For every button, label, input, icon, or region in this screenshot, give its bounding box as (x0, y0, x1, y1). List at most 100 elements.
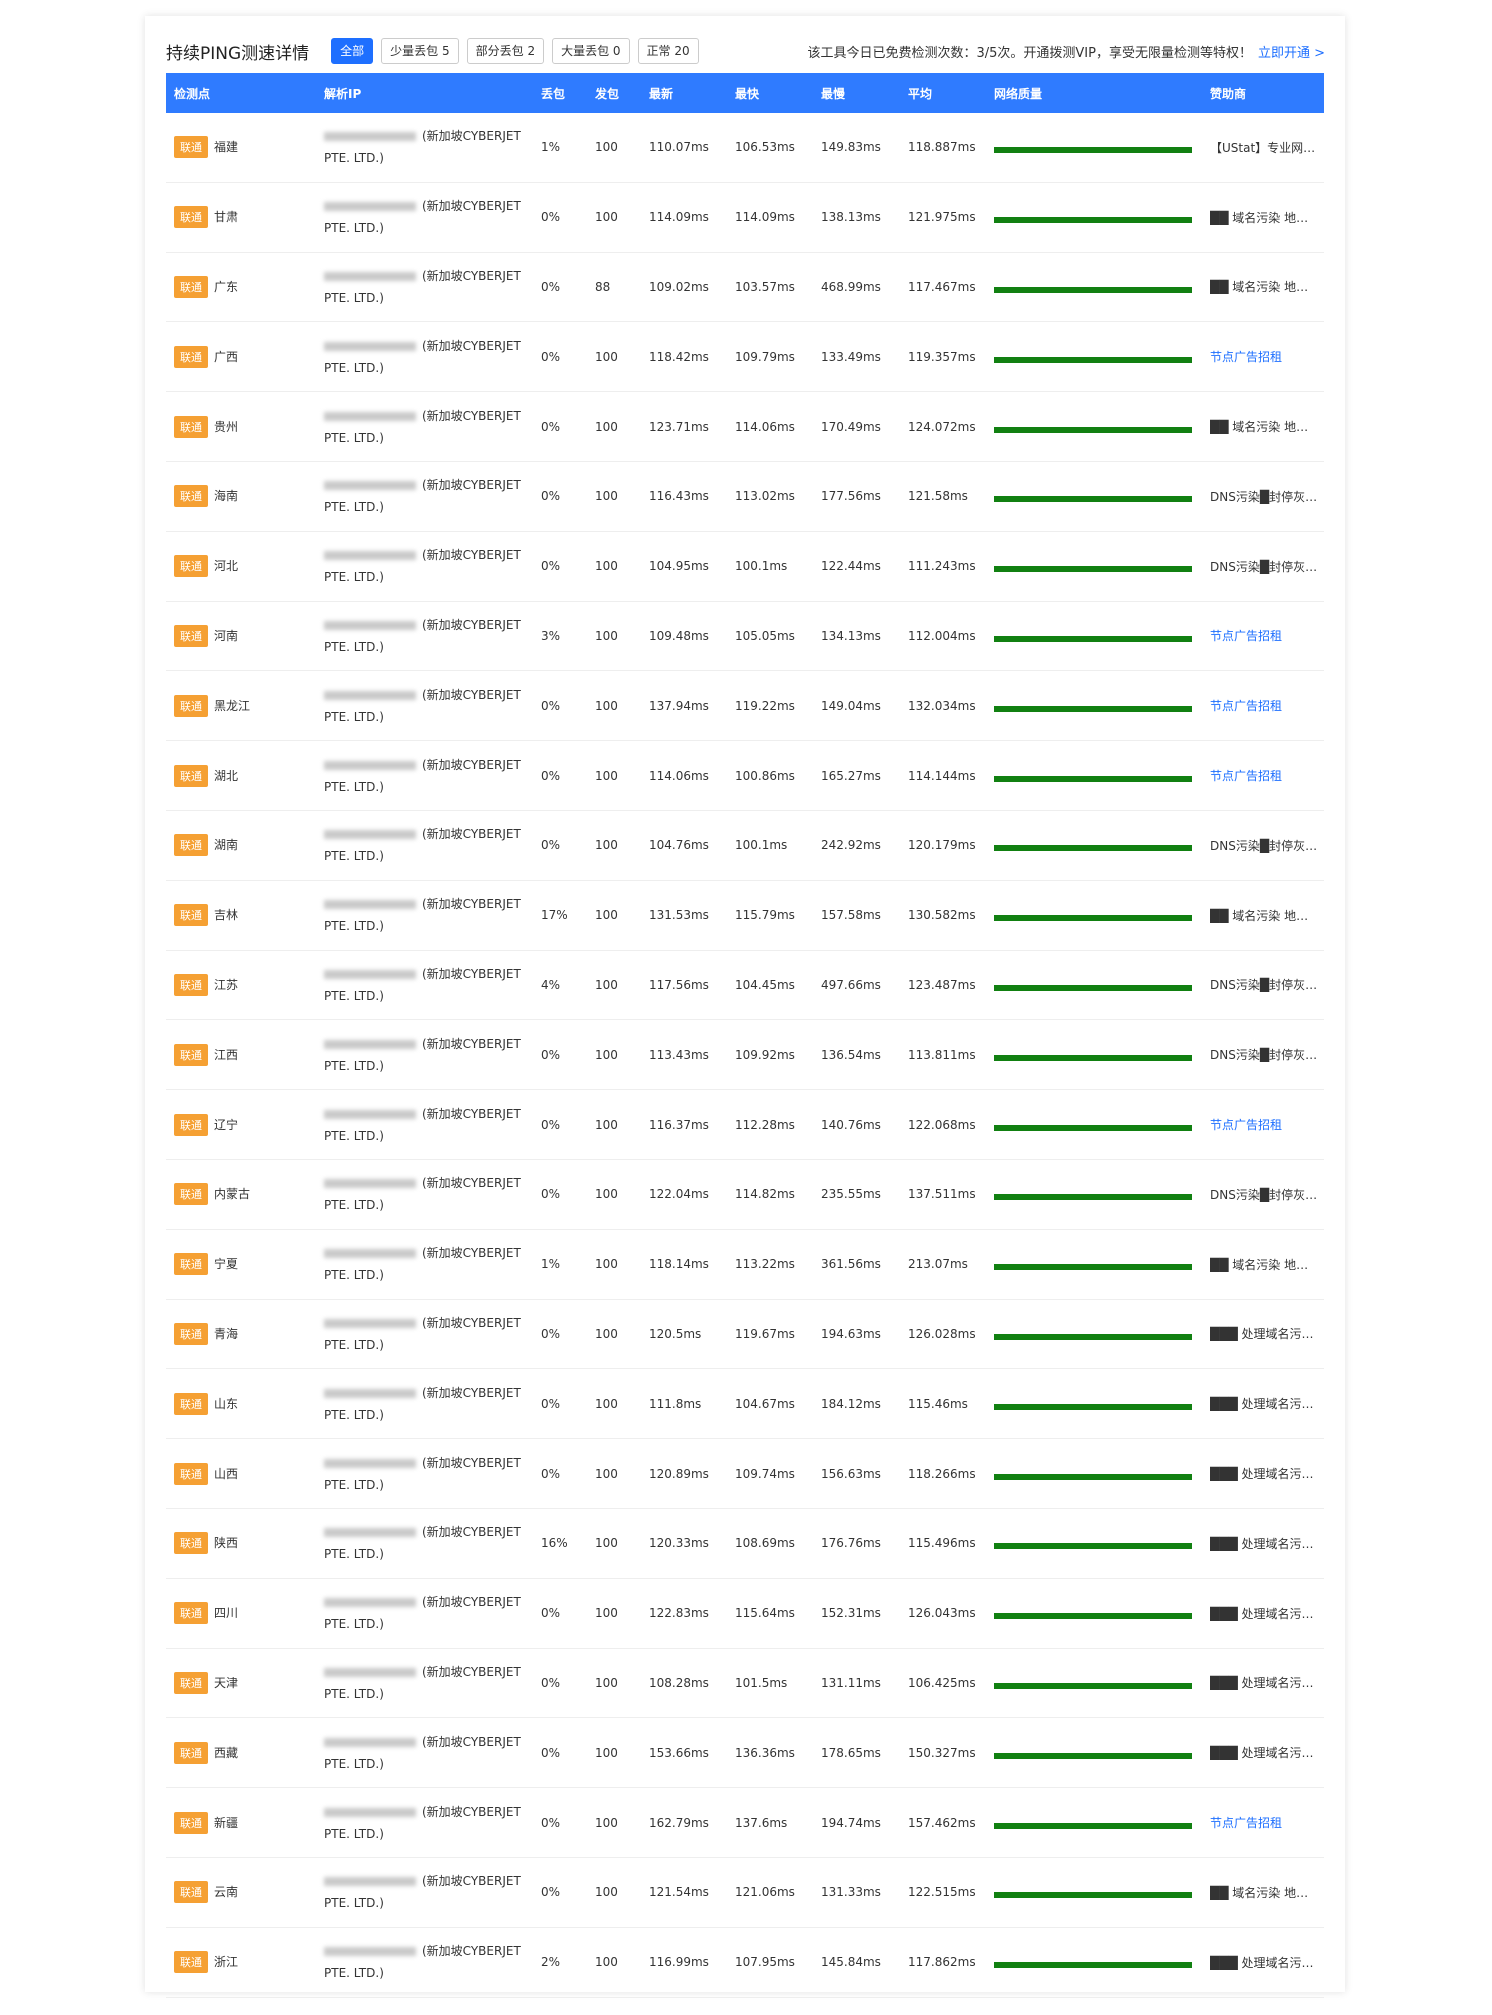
cell: 联通 湖南 (166, 834, 316, 857)
ip-owner: (新加坡CYBERJET PTE. LTD.) (324, 687, 521, 724)
cell: 468.99ms (813, 280, 900, 294)
metric: 178.65ms (821, 1745, 881, 1760)
cell: 122.83ms (641, 1606, 727, 1620)
filter-button[interactable]: 少量丢包 5 (381, 38, 459, 64)
sponsor[interactable]: 节点广告招租 (1210, 699, 1283, 714)
sponsor: ███ 处理域名污… (1210, 1606, 1314, 1621)
cell: (新加坡CYBERJET PTE. LTD.) (316, 1033, 533, 1077)
cell: 178.65ms (813, 1746, 900, 1760)
isp-tag: 联通 (174, 1741, 208, 1764)
metric: 100 (595, 1117, 618, 1132)
cell: 0% (533, 1467, 587, 1481)
cell: 117.56ms (641, 978, 727, 992)
cell: 157.58ms (813, 908, 900, 922)
metric: 109.74ms (735, 1466, 795, 1481)
metric: 113.43ms (649, 1047, 709, 1062)
quality-sparkline (994, 909, 1192, 922)
cell: 122.44ms (813, 559, 900, 573)
cell: 149.04ms (813, 699, 900, 713)
cell: 133.49ms (813, 350, 900, 364)
metric: 120.5ms (649, 1326, 702, 1341)
isp-tag: 联通 (174, 973, 208, 996)
filter-button[interactable]: 大量丢包 0 (552, 38, 630, 64)
cell: 131.53ms (641, 908, 727, 922)
location: 浙江 (214, 1955, 239, 1970)
cell: 115.64ms (727, 1606, 813, 1620)
metric: 176.76ms (821, 1536, 881, 1551)
ip-blurred (324, 1109, 416, 1119)
ip-owner: (新加坡CYBERJET PTE. LTD.) (324, 1036, 521, 1073)
cell: DNS污染█封停灰… (1202, 558, 1324, 575)
cell: 113.02ms (727, 489, 813, 503)
metric: 115.79ms (735, 908, 795, 923)
metric: 106.53ms (735, 140, 795, 155)
cell: 112.004ms (900, 629, 986, 643)
table-row: 联通 河南 (新加坡CYBERJET PTE. LTD.) 3% 100 109.48ms… (166, 602, 1324, 672)
cell: 100 (587, 769, 641, 783)
cell (986, 490, 1202, 503)
quality-sparkline (994, 281, 1192, 293)
metric: 120.33ms (649, 1536, 709, 1551)
cell: 120.5ms (641, 1327, 727, 1341)
metric: 100 (595, 419, 618, 434)
filter-button[interactable]: 正常 20 (637, 38, 699, 64)
cell: (新加坡CYBERJET PTE. LTD.) (316, 474, 533, 518)
sponsor[interactable]: 节点广告招租 (1210, 1816, 1283, 1831)
ip-blurred (324, 1249, 416, 1259)
cell: 497.66ms (813, 978, 900, 992)
cell: 108.28ms (641, 1676, 727, 1690)
metric: 100 (595, 1536, 618, 1551)
column-header: 赞助商 (1210, 86, 1247, 101)
notice-link[interactable]: 立即开通 > (1257, 45, 1325, 61)
quality-sparkline (994, 839, 1192, 852)
cell: 176.76ms (813, 1536, 900, 1550)
quality-sparkline (994, 1328, 1192, 1340)
sparkline-bar (994, 1124, 1192, 1131)
quality-sparkline (994, 490, 1192, 503)
cell: 119.357ms (900, 350, 986, 364)
cell: 120.33ms (641, 1536, 727, 1550)
cell: 123.71ms (641, 420, 727, 434)
sponsor[interactable]: 节点广告招租 (1210, 1118, 1283, 1133)
filter-button[interactable]: 部分丢包 2 (466, 38, 545, 64)
cell: 118.887ms (900, 140, 986, 154)
cell (986, 1328, 1202, 1340)
cell: 122.515ms (900, 1885, 986, 1899)
isp-tag: 联通 (174, 1183, 208, 1206)
isp-tag: 联通 (174, 694, 208, 717)
table-row: 联通 青海 (新加坡CYBERJET PTE. LTD.) 0% 100 120.5ms 1… (166, 1300, 1324, 1370)
cell: (新加坡CYBERJET PTE. LTD.) (316, 1242, 533, 1286)
metric: 0% (541, 419, 561, 434)
metric: 100.86ms (735, 768, 795, 783)
sponsor[interactable]: 节点广告招租 (1210, 629, 1283, 644)
cell (986, 630, 1202, 642)
metric: 184.12ms (821, 1396, 881, 1411)
cell: 4% (533, 978, 587, 992)
ip-blurred (324, 1318, 416, 1328)
metric: 114.144ms (908, 768, 976, 783)
location: 广西 (214, 349, 239, 364)
isp-tag: 联通 (174, 1392, 208, 1415)
cell: 节点广告招租 (1202, 767, 1324, 784)
cell: 0% (533, 210, 587, 224)
cell: 联通 青海 (166, 1322, 316, 1345)
cell: 联通 福建 (166, 136, 316, 159)
metric: 130.582ms (908, 908, 976, 923)
sparkline-bar (994, 1822, 1192, 1829)
cell: 108.69ms (727, 1536, 813, 1550)
metric: 114.09ms (649, 210, 709, 225)
cell (986, 421, 1202, 433)
metric: 100 (595, 1606, 618, 1621)
cell: 0% (533, 1118, 587, 1132)
cell: 100 (587, 1048, 641, 1062)
sponsor[interactable]: 节点广告招租 (1210, 769, 1283, 784)
cell: (新加坡CYBERJET PTE. LTD.) (316, 963, 533, 1007)
cell: 88 (587, 280, 641, 294)
metric: 137.6ms (735, 1815, 788, 1830)
ip-owner: (新加坡CYBERJET PTE. LTD.) (324, 268, 521, 305)
sparkline-bar (994, 1962, 1192, 1969)
location: 辽宁 (214, 1117, 239, 1132)
metric: 242.92ms (821, 838, 881, 853)
sponsor[interactable]: 节点广告招租 (1210, 350, 1283, 365)
filter-button[interactable]: 全部 (331, 38, 374, 64)
